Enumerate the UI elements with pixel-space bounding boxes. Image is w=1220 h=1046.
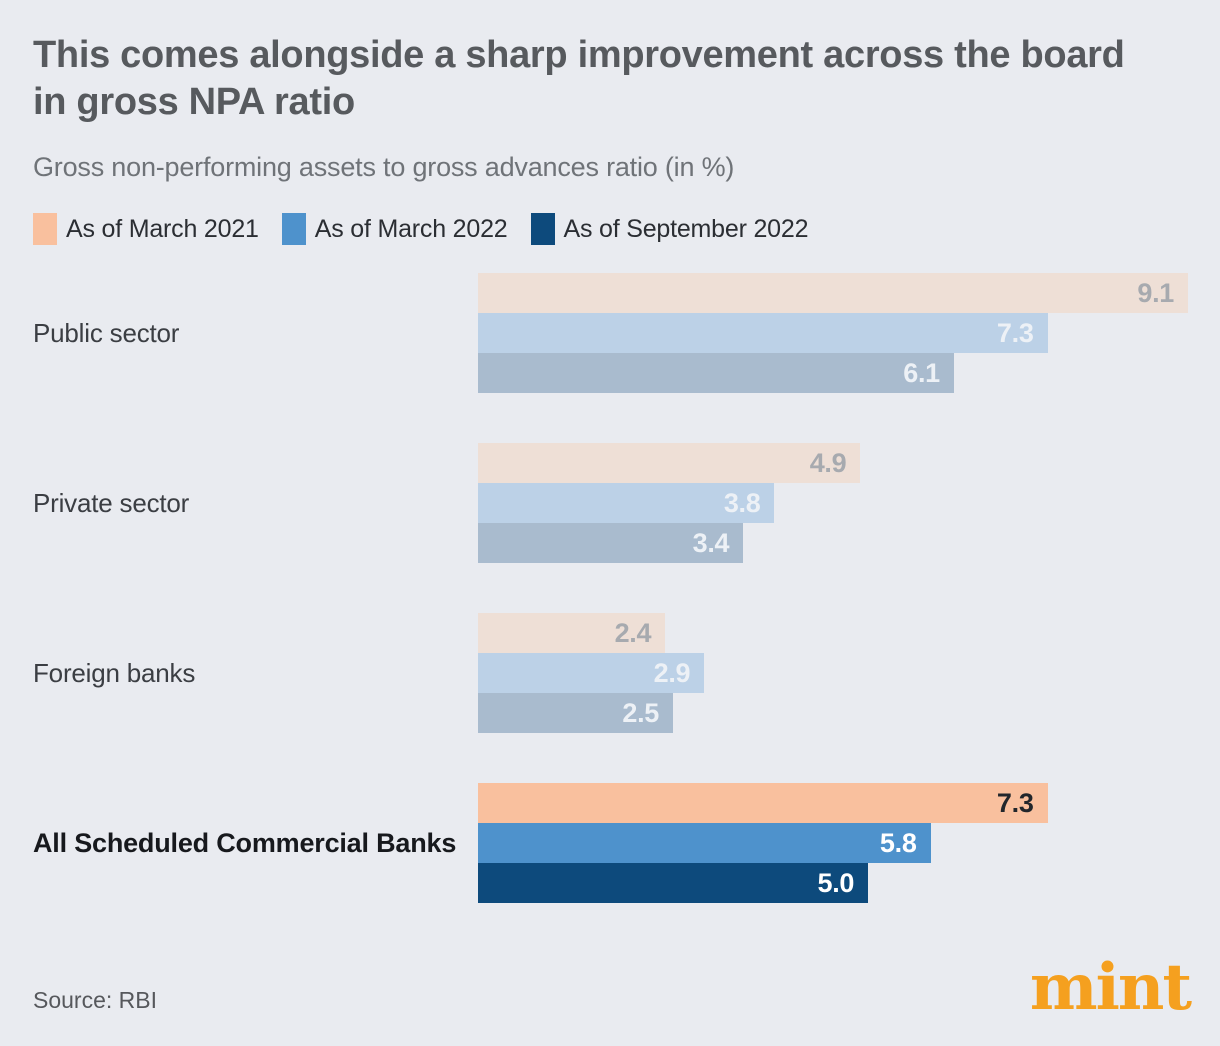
bar-as-of-september-2022: 5.0 (478, 863, 869, 904)
legend: As of March 2021 As of March 2022 As of Se… (33, 213, 1188, 246)
bar-as-of-march-2021: 2.4 (478, 613, 666, 654)
legend-item-as-of-march-2022: As of March 2022 (281, 213, 508, 246)
bar-value-label: 6.1 (903, 357, 940, 388)
chart-subtitle: Gross non-performing assets to gross adv… (33, 152, 735, 183)
bar-value-label: 7.3 (996, 317, 1034, 348)
bar-value-label: 2.5 (622, 697, 660, 728)
legend-item-as-of-september-2022: As of September 2022 (530, 213, 809, 246)
bar-value-label: 2.4 (614, 617, 652, 648)
bar-value-label: 7.3 (996, 787, 1034, 818)
legend-swatch (281, 213, 306, 246)
bar-stack: 9.1 7.3 6.1 (478, 273, 1188, 394)
bar-stack: 7.3 5.8 5.0 (478, 783, 1188, 904)
bar-as-of-september-2022: 3.4 (478, 523, 744, 564)
bar-group-foreign-banks: Foreign banks 2.4 2.9 2.5 (33, 613, 1188, 734)
mint-logo: mint (1029, 950, 1192, 1025)
bar-as-of-march-2021: 4.9 (478, 443, 861, 484)
legend-label: As of September 2022 (563, 214, 809, 243)
bar-value-label: 4.9 (809, 447, 847, 478)
chart-title: This comes alongside a sharp improvement… (33, 34, 1125, 123)
bar-as-of-september-2022: 6.1 (478, 353, 954, 394)
bar-group-private-sector: Private sector 4.9 3.8 3.4 (33, 443, 1188, 564)
bar-chart: Public sector 9.1 7.3 6.1 Private sector 4.9 3… (33, 273, 1188, 904)
bar-as-of-march-2022: 3.8 (478, 483, 775, 524)
bar-as-of-march-2021: 9.1 (478, 273, 1188, 314)
bar-value-label: 9.1 (1137, 277, 1174, 308)
bar-as-of-march-2021: 7.3 (478, 783, 1048, 824)
bar-value-label: 3.8 (723, 487, 761, 518)
bar-as-of-march-2022: 7.3 (478, 313, 1048, 354)
bar-value-label: 5.0 (817, 867, 855, 898)
bar-group-public-sector: Public sector 9.1 7.3 6.1 (33, 273, 1188, 394)
category-label: All Scheduled Commercial Banks (33, 827, 457, 858)
bar-stack: 4.9 3.8 3.4 (478, 443, 1188, 564)
bar-stack: 2.4 2.9 2.5 (478, 613, 1188, 734)
category-label: Foreign banks (33, 657, 196, 688)
bar-value-label: 2.9 (653, 657, 691, 688)
legend-label: As of March 2022 (314, 214, 508, 243)
source-note: Source: RBI (33, 987, 157, 1013)
bar-value-label: 5.8 (879, 827, 917, 858)
legend-item-as-of-march-2021: As of March 2021 (33, 213, 259, 246)
bar-as-of-september-2022: 2.5 (478, 693, 674, 734)
bar-as-of-march-2022: 2.9 (478, 653, 705, 694)
category-label: Private sector (33, 487, 190, 518)
bar-group-all-scheduled-commercial-banks: All Scheduled Commercial Banks 7.3 5.8 5.0 (33, 783, 1188, 904)
legend-swatch (530, 213, 555, 246)
bar-value-label: 3.4 (692, 527, 730, 558)
bar-as-of-march-2022: 5.8 (478, 823, 931, 864)
legend-label: As of March 2021 (66, 214, 259, 243)
category-label: Public sector (33, 317, 180, 348)
legend-swatch (33, 213, 57, 246)
